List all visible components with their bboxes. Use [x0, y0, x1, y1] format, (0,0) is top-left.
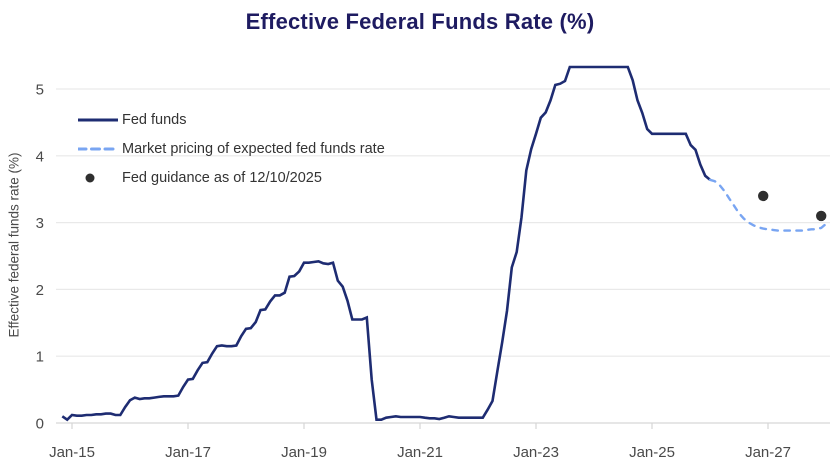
fed-guidance-dot: [816, 210, 827, 222]
legend-label-fed-guidance: Fed guidance as of 12/10/2025: [122, 169, 322, 186]
y-tick-label: 1: [36, 349, 44, 366]
legend-label-market-pricing: Market pricing of expected fed funds rat…: [122, 140, 385, 157]
y-axis-title: Effective federal funds rate (%): [6, 152, 22, 338]
legend-item-fed-guidance: Fed guidance as of 12/10/2025: [78, 163, 385, 192]
legend: Fed funds Market pricing of expected fed…: [78, 105, 385, 192]
x-tick-label: Jan-17: [165, 444, 211, 461]
x-tick-label: Jan-27: [745, 444, 791, 461]
x-tick-label: Jan-25: [629, 444, 675, 461]
y-tick-label: 2: [36, 282, 44, 299]
y-tick-label: 3: [36, 215, 44, 232]
legend-item-fed-funds: Fed funds: [78, 105, 385, 134]
x-tick-label: Jan-15: [49, 444, 95, 461]
x-tick-label: Jan-19: [281, 444, 327, 461]
fed-funds-line-icon: [78, 118, 118, 121]
legend-item-market-pricing: Market pricing of expected fed funds rat…: [78, 134, 385, 163]
gridlines: 0 1 2 3 4 5: [36, 82, 830, 433]
x-tick-label: Jan-21: [397, 444, 443, 461]
market-pricing-line: [708, 178, 828, 232]
dot-icon: [85, 173, 95, 182]
chart-title: Effective Federal Funds Rate (%): [245, 9, 595, 34]
fed-guidance-dot: [758, 190, 769, 202]
x-axis: Jan-15 Jan-17 Jan-19 Jan-21 Jan-23 Jan-25 Jan-…: [49, 423, 791, 461]
fed-funds-line: [61, 65, 711, 422]
y-tick-label: 0: [36, 416, 44, 433]
x-tick-label: Jan-23: [513, 444, 559, 461]
y-tick-label: 4: [36, 148, 44, 165]
y-tick-label: 5: [36, 82, 44, 99]
dashed-line-icon: [78, 147, 118, 150]
legend-label-fed-funds: Fed funds: [122, 111, 187, 128]
